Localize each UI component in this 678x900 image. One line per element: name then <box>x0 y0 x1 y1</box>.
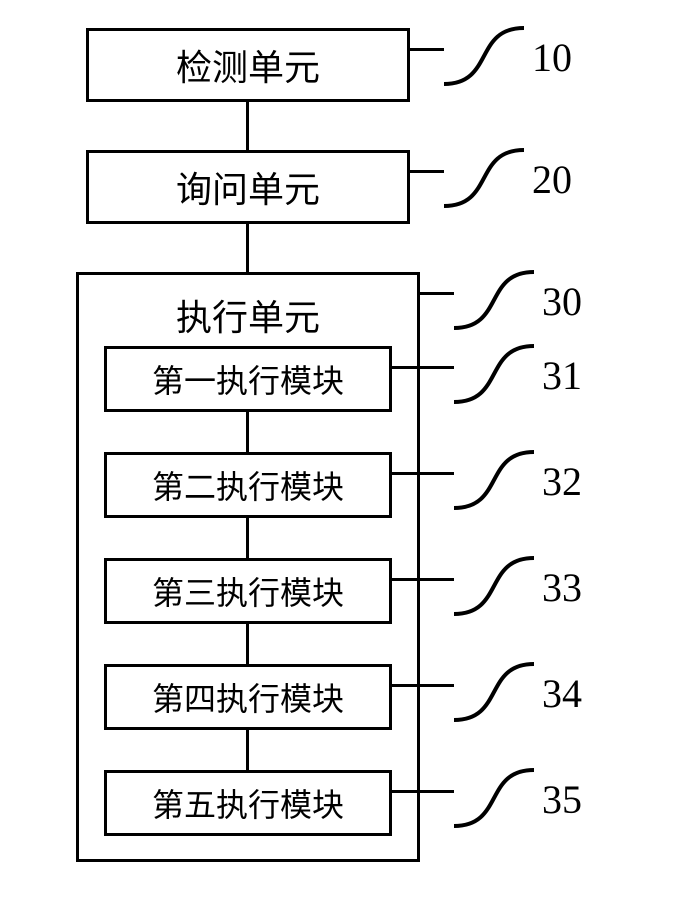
lead-line <box>392 366 454 369</box>
node-label: 第二执行模块 <box>152 462 344 508</box>
brace-icon <box>444 28 524 84</box>
ref-number: 10 <box>532 34 572 81</box>
node-exec-module-4: 第四执行模块 <box>104 664 392 730</box>
lead-line <box>410 48 444 51</box>
lead-line <box>392 472 454 475</box>
ref-number: 35 <box>542 776 582 823</box>
lead-line <box>420 292 454 295</box>
lead-line <box>410 170 444 173</box>
node-label: 第一执行模块 <box>152 356 344 402</box>
brace-icon <box>454 770 534 826</box>
ref-number: 34 <box>542 670 582 717</box>
connector <box>246 624 249 664</box>
node-exec-module-2: 第二执行模块 <box>104 452 392 518</box>
connector <box>246 102 249 150</box>
diagram-canvas: 检测单元 询问单元 执行单元 第一执行模块 第二执行模块 第三执行模块 第四执行… <box>0 0 678 900</box>
brace-icon <box>454 558 534 614</box>
node-label: 执行单元 <box>176 298 320 338</box>
node-label: 第五执行模块 <box>152 780 344 826</box>
ref-number: 20 <box>532 156 572 203</box>
ref-number: 33 <box>542 564 582 611</box>
ref-number: 30 <box>542 278 582 325</box>
brace-icon <box>454 346 534 402</box>
node-query-unit: 询问单元 <box>86 150 410 224</box>
brace-icon <box>444 150 524 206</box>
lead-line <box>392 790 454 793</box>
node-label: 第三执行模块 <box>152 568 344 614</box>
brace-icon <box>454 272 534 328</box>
brace-icon <box>454 664 534 720</box>
brace-icon <box>454 452 534 508</box>
ref-number: 32 <box>542 458 582 505</box>
container-title: 执行单元 <box>79 289 417 341</box>
node-exec-module-3: 第三执行模块 <box>104 558 392 624</box>
connector <box>246 730 249 770</box>
node-exec-module-1: 第一执行模块 <box>104 346 392 412</box>
node-detection-unit: 检测单元 <box>86 28 410 102</box>
connector <box>246 518 249 558</box>
lead-line <box>392 578 454 581</box>
node-label: 检测单元 <box>176 39 320 91</box>
connector <box>246 224 249 272</box>
lead-line <box>392 684 454 687</box>
ref-number: 31 <box>542 352 582 399</box>
node-label: 第四执行模块 <box>152 674 344 720</box>
node-exec-module-5: 第五执行模块 <box>104 770 392 836</box>
connector <box>246 412 249 452</box>
node-label: 询问单元 <box>176 161 320 213</box>
